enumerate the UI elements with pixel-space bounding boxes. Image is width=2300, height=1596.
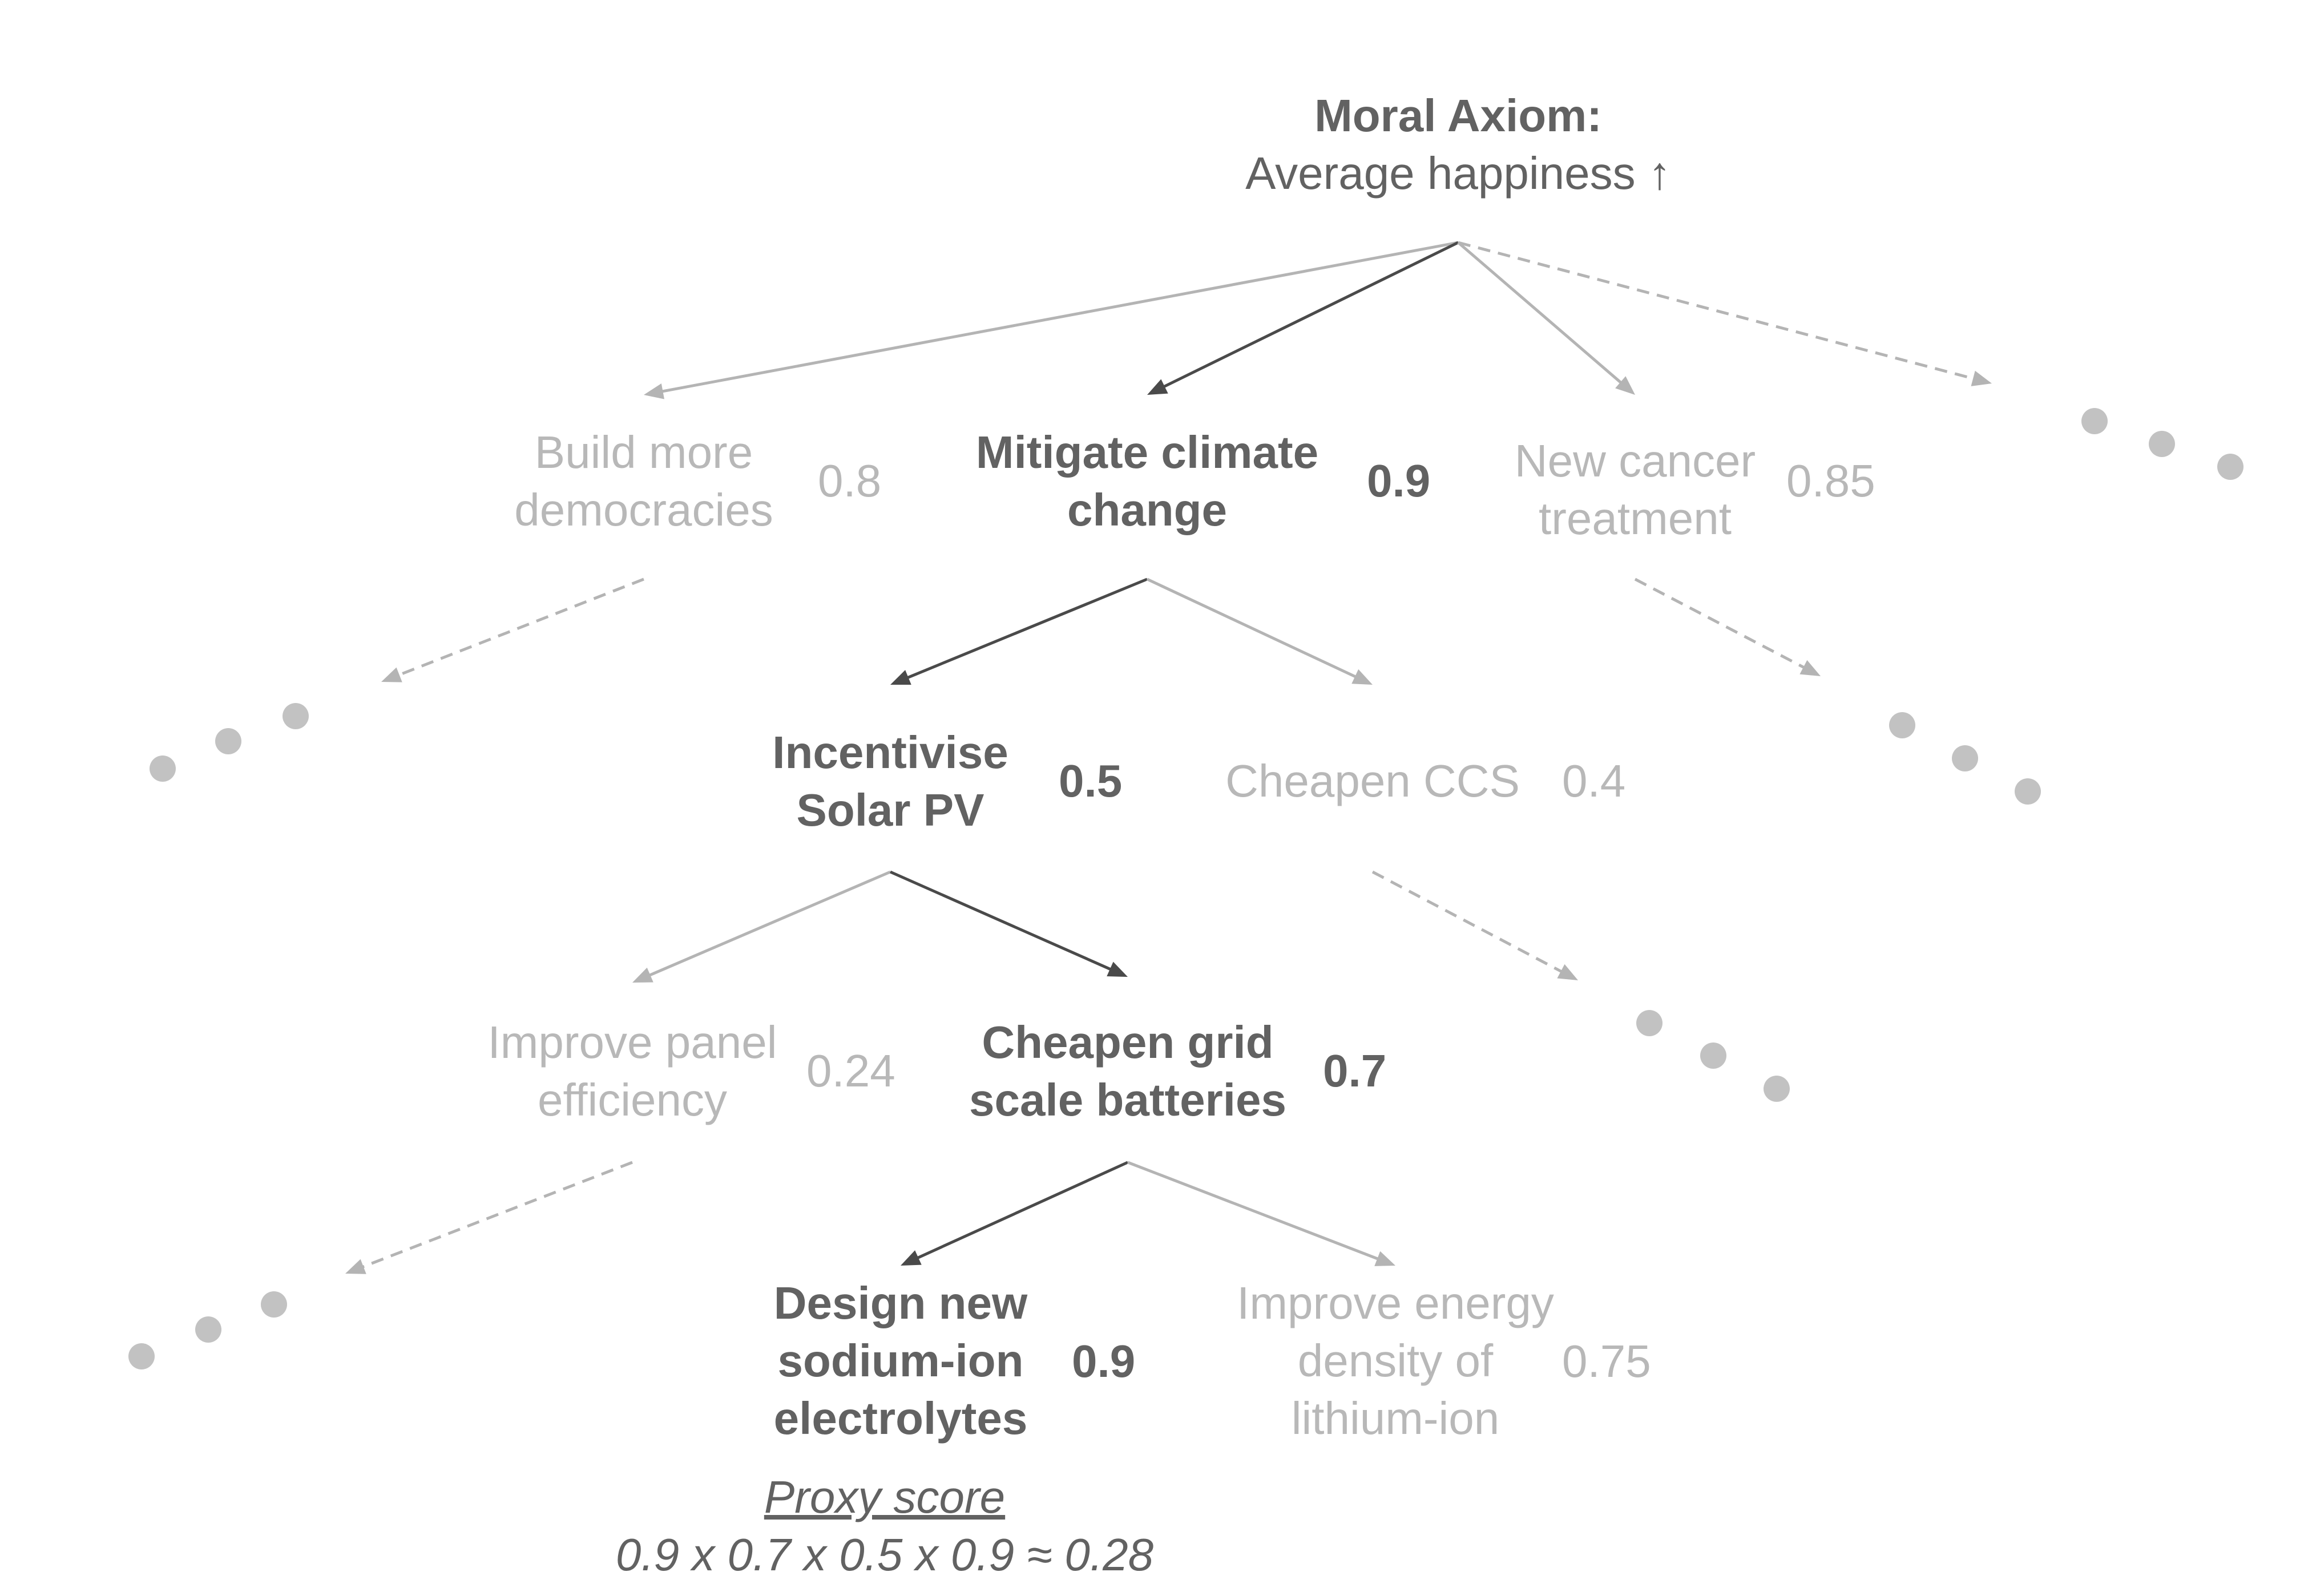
node-label-line: Improve panel: [487, 1017, 777, 1068]
node-label-line: New cancer: [1514, 435, 1756, 486]
edge-climate-solar-head: [890, 670, 911, 685]
score-new-cancer-treatment: 0.85: [1786, 455, 1875, 506]
edge-solar-panel: [642, 870, 891, 980]
node-label-line: sodium-ion: [777, 1335, 1024, 1386]
edge-panel-more: [355, 1161, 633, 1271]
edge-solar-batteries: [889, 870, 1118, 974]
continuation-dot: [2081, 408, 2108, 434]
edge-ccs-more-head: [1557, 964, 1578, 980]
edge-climate-ccs: [1146, 577, 1363, 681]
continuation-dot: [1889, 712, 1915, 738]
proxy-score-formula: 0.9 x 0.7 x 0.5 x 0.9 ≈ 0.28: [615, 1529, 1154, 1580]
continuation-dot: [128, 1343, 155, 1369]
continuation-dot: [2149, 431, 2175, 457]
node-label-line: lithium-ion: [1291, 1393, 1500, 1444]
node-improve-lithium-ion: Improve energy density of lithium-ion: [1237, 1274, 1554, 1447]
edge-panel-more-head: [345, 1259, 366, 1274]
continuation-dot: [1764, 1076, 1790, 1102]
node-label-line: treatment: [1539, 493, 1732, 544]
edge-democracies-more: [391, 577, 644, 680]
edge-climate-ccs-head: [1351, 669, 1373, 685]
node-label-line: electrolytes: [773, 1393, 1028, 1444]
edge-solar-batteries-head: [1107, 961, 1128, 977]
score-build-democracies: 0.8: [818, 455, 882, 506]
continuation-dot: [2217, 454, 2243, 480]
edge-cancer-more: [1634, 577, 1811, 672]
edge-root-climate-head: [1147, 379, 1168, 395]
score-incentivise-solar: 0.5: [1059, 755, 1123, 806]
edge-batteries-sodium: [910, 1161, 1129, 1262]
node-cheapen-ccs: Cheapen CCS: [1225, 752, 1520, 810]
node-label-line: Cheapen CCS: [1225, 755, 1520, 806]
continuation-dot: [195, 1316, 221, 1343]
score-mitigate-climate: 0.9: [1367, 455, 1431, 506]
moral-axiom-node: Moral Axiom: Average happiness ↑: [1245, 87, 1671, 202]
node-incentivise-solar: Incentivise Solar PV: [772, 724, 1008, 839]
node-cheapen-grid-batteries: Cheapen grid scale batteries: [969, 1013, 1286, 1129]
edge-climate-solar: [900, 577, 1148, 682]
node-improve-panel-efficiency: Improve panel efficiency: [488, 1013, 777, 1129]
node-design-sodium-ion: Design new sodium-ion electrolytes: [774, 1274, 1028, 1447]
node-label-line: Design new: [773, 1278, 1028, 1328]
continuation-dot: [2015, 778, 2041, 805]
edge-root-more-head: [1971, 370, 1992, 386]
node-mitigate-climate: Mitigate climate change: [976, 423, 1318, 539]
node-label-line: Improve energy: [1237, 1278, 1554, 1328]
node-label-line: Build more: [534, 427, 753, 478]
score-improve-lithium-ion: 0.75: [1562, 1336, 1651, 1387]
continuation-dot: [150, 755, 176, 782]
edge-root-climate: [1156, 241, 1459, 391]
edge-cancer-more-head: [1799, 660, 1821, 676]
edge-democracies-more-head: [381, 667, 402, 682]
continuation-dot: [261, 1291, 287, 1318]
edge-root-cancer: [1457, 241, 1628, 389]
moral-axiom-title: Moral Axiom:: [1314, 90, 1602, 141]
edge-batteries-sodium-head: [901, 1250, 922, 1266]
node-label-line: Incentivise: [772, 727, 1008, 778]
edge-ccs-more: [1371, 870, 1569, 976]
edge-root-more: [1458, 241, 1982, 382]
edge-root-cancer-head: [1615, 376, 1635, 395]
proxy-score: Proxy score 0.9 x 0.7 x 0.5 x 0.9 ≈ 0.28: [616, 1468, 1153, 1583]
moral-axiom-subtitle: Average happiness ↑: [1245, 148, 1671, 199]
node-build-democracies: Build more democracies: [514, 423, 773, 539]
edge-batteries-lithium: [1127, 1161, 1386, 1263]
node-label-line: scale batteries: [969, 1074, 1286, 1125]
continuation-dot: [215, 728, 241, 754]
score-cheapen-grid-batteries: 0.7: [1323, 1045, 1387, 1096]
proxy-score-title: Proxy score: [764, 1472, 1006, 1522]
edge-batteries-lithium-head: [1374, 1251, 1395, 1266]
node-label-line: efficiency: [537, 1074, 728, 1125]
node-label-line: Mitigate climate: [975, 427, 1319, 478]
continuation-dot: [1700, 1043, 1726, 1069]
node-label-line: democracies: [514, 484, 773, 535]
edge-root-democracies-head: [644, 383, 664, 399]
continuation-dot: [283, 703, 309, 729]
continuation-dot: [1952, 745, 1978, 771]
score-design-sodium-ion: 0.9: [1072, 1336, 1136, 1387]
edge-solar-panel-head: [632, 967, 653, 983]
node-label-line: Solar PV: [796, 785, 984, 835]
node-label-line: change: [1067, 484, 1228, 535]
score-cheapen-ccs: 0.4: [1562, 755, 1626, 806]
score-improve-panel-efficiency: 0.24: [806, 1045, 895, 1096]
continuation-dot: [1636, 1010, 1663, 1036]
edge-root-democracies: [655, 241, 1459, 394]
node-label-line: density of: [1297, 1335, 1494, 1386]
node-new-cancer-treatment: New cancer treatment: [1515, 432, 1756, 547]
node-label-line: Cheapen grid: [982, 1017, 1274, 1068]
